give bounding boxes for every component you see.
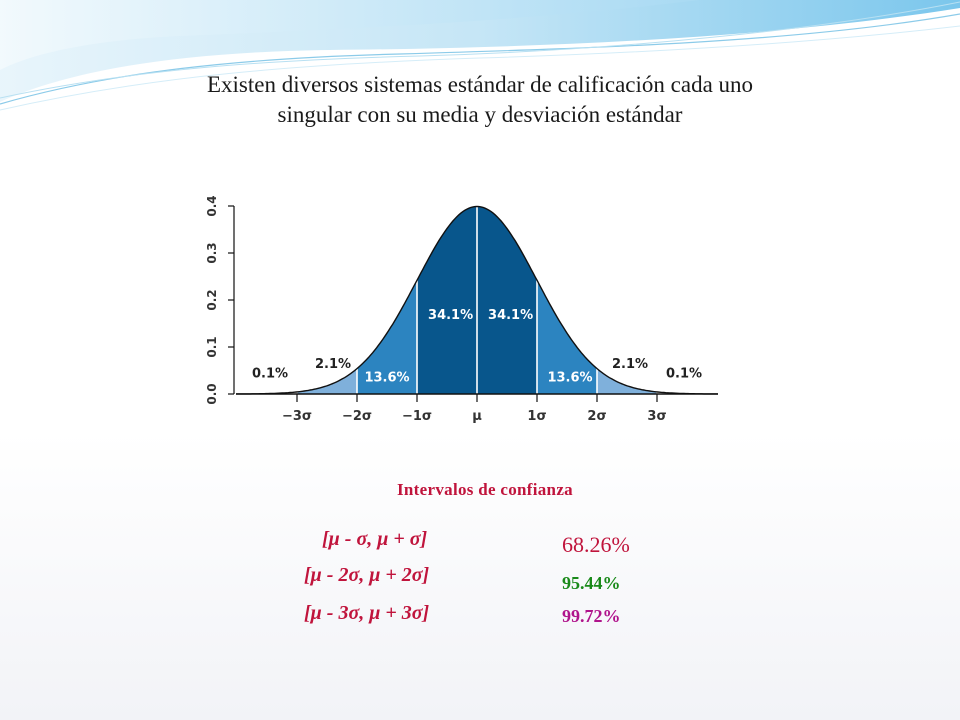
x-tick-label-3: μ <box>472 409 482 424</box>
slide-title: Existen diversos sistemas estándar de ca… <box>120 70 840 130</box>
title-line-1: Existen diversos sistemas estándar de ca… <box>206 72 754 97</box>
y-tick-label-0: 0.0 <box>205 383 219 404</box>
interval-2sigma: [μ - 2σ, μ + 2σ] <box>304 564 430 586</box>
normal-distribution-chart: 0.0 0.1 0.2 0.3 0.4 −3σ −2σ −1σ μ 1σ 2σ 3σ 0.1% 2.1% 1… <box>200 180 720 430</box>
region-5 <box>477 206 537 394</box>
x-tick-label-6: 3σ <box>647 409 666 424</box>
chart-axes <box>228 205 718 402</box>
y-tick-label-1: 0.1 <box>205 336 219 357</box>
confidence-intervals-title: Intervalos de confianza <box>397 480 573 499</box>
region-label-6: 13.6% <box>547 370 592 385</box>
y-tick-label-3: 0.3 <box>205 242 219 263</box>
percent-95: 95.44% <box>562 573 621 593</box>
region-label-7: 2.1% <box>612 357 648 372</box>
region-2 <box>297 368 357 394</box>
chart-labels: 0.0 0.1 0.2 0.3 0.4 −3σ −2σ −1σ μ 1σ 2σ 3σ 0.1% 2.1% 1… <box>205 195 702 424</box>
region-label-2: 2.1% <box>315 357 351 372</box>
region-label-8: 0.1% <box>666 367 702 382</box>
region-label-3: 13.6% <box>364 370 409 385</box>
x-tick-label-2: −1σ <box>402 409 432 424</box>
chart-curve <box>236 205 718 395</box>
header-swoosh-decoration <box>0 0 960 111</box>
x-tick-label-4: 1σ <box>527 409 546 424</box>
chart-svg: 0.0 0.1 0.2 0.3 0.4 −3σ −2σ −1σ μ 1σ 2σ 3σ 0.1% 2.1% 1… <box>205 195 718 424</box>
density-curve <box>236 205 718 395</box>
region-4 <box>417 206 477 394</box>
region-label-4: 34.1% <box>428 308 473 323</box>
title-line-2: singular con su media y desviación están… <box>277 102 683 127</box>
region-label-5: 34.1% <box>488 308 533 323</box>
percent-99: 99.72% <box>562 606 621 626</box>
x-tick-label-5: 2σ <box>587 409 606 424</box>
x-tick-label-0: −3σ <box>282 409 312 424</box>
region-7 <box>597 368 657 394</box>
percent-68: 68.26% <box>562 532 630 557</box>
interval-3sigma: [μ - 3σ, μ + 3σ] <box>304 602 430 624</box>
x-tick-label-1: −2σ <box>342 409 372 424</box>
y-tick-label-2: 0.2 <box>205 289 219 310</box>
y-tick-label-4: 0.4 <box>205 195 219 216</box>
region-label-1: 0.1% <box>252 367 288 382</box>
interval-1sigma: [μ - σ, μ + σ] <box>322 528 428 550</box>
